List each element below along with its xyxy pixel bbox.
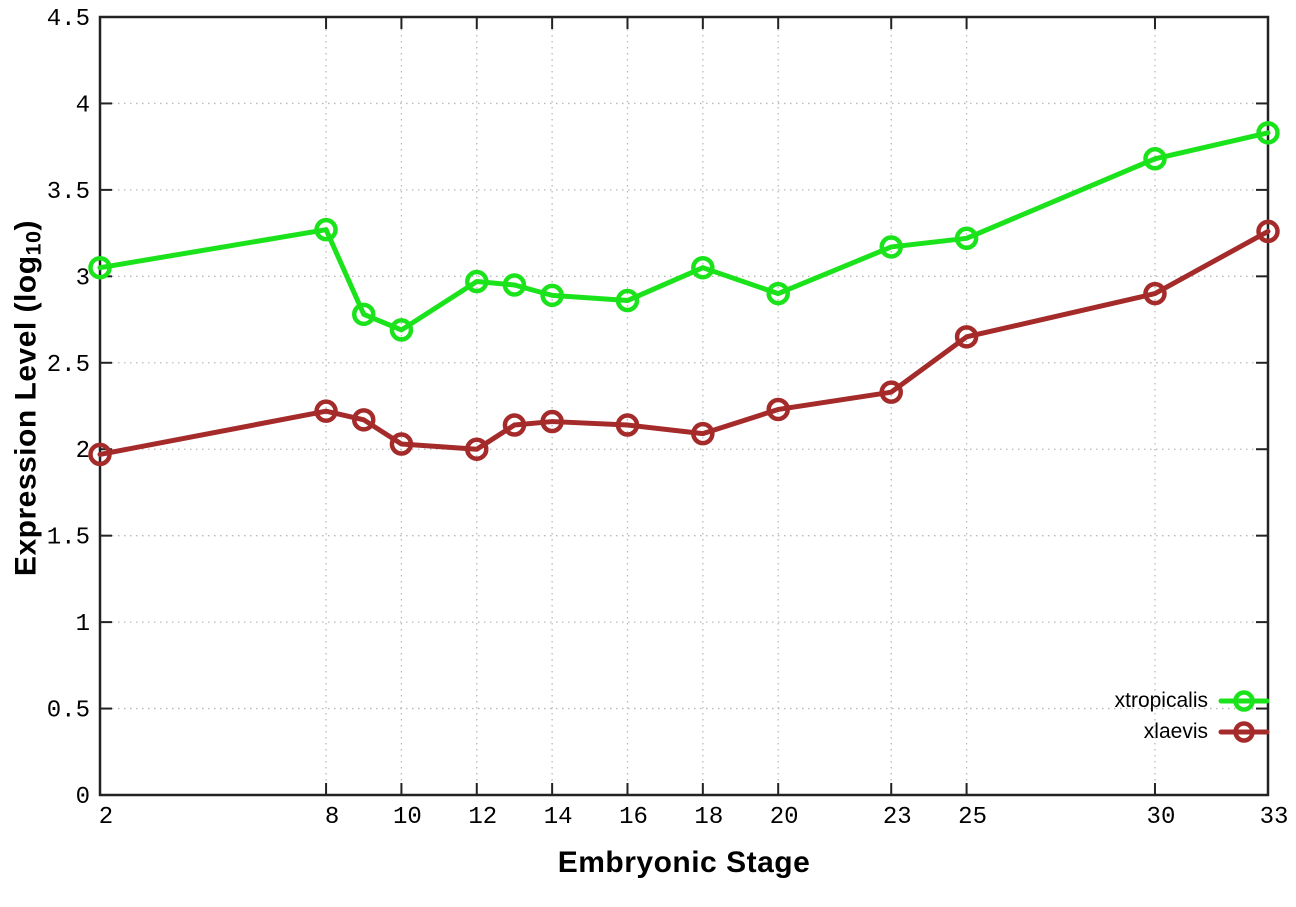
data-point-xlaevis (88, 442, 112, 467)
data-point-xtropicalis (314, 217, 338, 242)
chart-legend: xtropicalis xlaevis (1115, 686, 1270, 746)
data-point-xtropicalis (766, 281, 790, 306)
series-line-xtropicalis (97, 130, 1271, 333)
data-point-xtropicalis (954, 226, 979, 251)
y-tick-label: 1 (76, 611, 90, 638)
legend-label-xtropicalis: xtropicalis (1114, 688, 1208, 712)
x-tick-label: 10 (393, 804, 422, 831)
y-tick-label: 3.5 (47, 179, 90, 206)
data-point-xtropicalis (502, 273, 527, 297)
y-tick-label: 4 (76, 92, 90, 119)
legend-marker-icon-1 (1218, 720, 1270, 743)
legend-entry-xtropicalis: xtropicalis (1115, 686, 1270, 715)
data-point-xtropicalis (540, 283, 564, 308)
y-tick-label: 2.5 (47, 352, 90, 379)
data-point-xtropicalis (1143, 147, 1167, 171)
data-point-xlaevis (465, 437, 489, 461)
legend-label-xlaevis: xlaevis (1143, 719, 1208, 743)
plot-border (98, 15, 1270, 797)
x-tick-label: 20 (770, 804, 799, 831)
data-point-xtropicalis (879, 235, 903, 259)
data-point-xlaevis (766, 397, 790, 422)
x-tick-label: 33 (1260, 804, 1289, 831)
data-point-xtropicalis (615, 288, 640, 313)
x-tick-label: 8 (325, 804, 339, 831)
x-tick-label: 18 (694, 804, 723, 831)
data-point-xlaevis (615, 413, 640, 437)
x-tick-label: 2 (99, 804, 113, 831)
x-tick-label: 30 (1147, 804, 1176, 831)
data-point-xlaevis (1143, 281, 1167, 306)
data-point-xlaevis (1256, 219, 1280, 244)
data-point-xlaevis (351, 408, 376, 432)
y-tick-label: 1.5 (47, 525, 90, 552)
y-tick-label: 2 (76, 438, 90, 465)
series-line-xlaevis (97, 228, 1271, 457)
legend-marker-icon-0 (1218, 689, 1270, 712)
y-tick-label: 0.5 (47, 698, 90, 725)
y-axis-title-suffix: ) (9, 219, 43, 231)
data-point-xlaevis (691, 421, 715, 446)
x-tick-label: 14 (544, 804, 573, 831)
data-point-xtropicalis (1256, 121, 1280, 145)
data-point-xtropicalis (389, 318, 414, 342)
x-tick-label: 16 (619, 804, 648, 831)
legend-entry-xlaevis: xlaevis (1144, 717, 1270, 746)
data-point-xlaevis (879, 380, 903, 404)
x-tick-label: 23 (883, 804, 912, 831)
x-axis-title: Embryonic Stage (557, 846, 811, 879)
data-point-xlaevis (502, 413, 527, 437)
x-tick-label: 12 (468, 804, 497, 831)
data-point-xtropicalis (351, 302, 376, 327)
y-tick-label: 3 (76, 265, 90, 292)
y-axis-title-subscript: 10 (20, 230, 46, 256)
data-point-xtropicalis (88, 255, 112, 280)
y-tick-label: 4.5 (47, 6, 90, 33)
data-point-xlaevis (954, 325, 979, 349)
data-point-xlaevis (314, 399, 338, 423)
data-point-xtropicalis (691, 255, 715, 280)
y-axis-title: Expression Level (log10) (9, 220, 46, 576)
x-tick-label: 25 (958, 804, 987, 831)
data-point-xlaevis (540, 409, 564, 434)
data-point-xtropicalis (465, 269, 489, 294)
data-point-xlaevis (389, 432, 414, 456)
y-axis-title-text: Expression Level (log (9, 255, 43, 577)
y-tick-label: 0 (76, 784, 90, 811)
